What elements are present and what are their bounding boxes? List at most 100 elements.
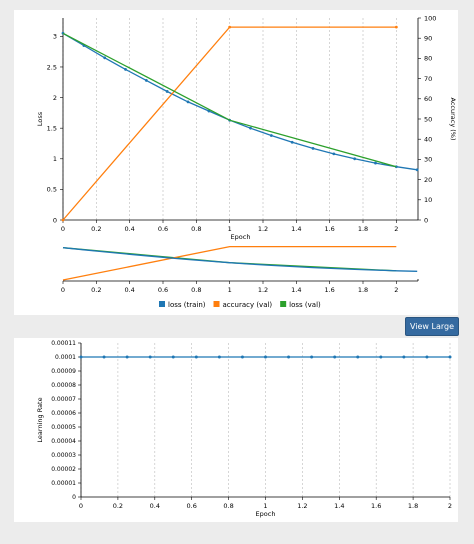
y-tick-label: 0.00009 <box>51 368 76 375</box>
data-point <box>415 168 419 172</box>
y2-tick-label: 70 <box>424 75 432 83</box>
data-point <box>249 126 252 130</box>
data-point <box>171 355 175 359</box>
data-point <box>374 161 377 165</box>
x-tick-label: 0 <box>79 502 83 510</box>
x-tick-label: 1 <box>228 225 232 233</box>
y2-tick-label: 80 <box>424 55 432 63</box>
data-point <box>332 152 336 156</box>
overview-tick-label: 0.4 <box>124 286 134 294</box>
x-tick-label: 1.6 <box>324 225 334 233</box>
x-tick-label: 1.6 <box>371 502 381 510</box>
data-point <box>425 355 429 359</box>
data-point <box>79 355 83 359</box>
y-tick-label: 2.5 <box>47 63 57 71</box>
y-axis-title: Loss <box>36 111 44 126</box>
overview-tick-label: 1 <box>228 286 232 294</box>
y-tick-label: 3 <box>53 33 57 41</box>
data-point <box>217 355 221 359</box>
y-tick-label: 0.00006 <box>51 410 76 417</box>
data-point <box>228 25 232 29</box>
y-tick-label: 0.0001 <box>55 354 76 361</box>
x-tick-label: 1 <box>263 502 267 510</box>
data-point <box>125 355 129 359</box>
view-large-button[interactable]: View Large <box>405 317 459 336</box>
x-tick-label: 1.4 <box>334 502 344 510</box>
data-point <box>124 68 127 71</box>
overview-series-line <box>62 245 397 281</box>
data-point <box>144 79 148 82</box>
x-tick-label: 2 <box>394 225 398 233</box>
overview-tick-label: 0.6 <box>158 286 168 294</box>
y-tick-label: 0 <box>72 494 76 501</box>
data-point <box>356 355 360 359</box>
data-point <box>269 134 273 137</box>
x-tick-label: 2 <box>448 502 452 510</box>
overview-tick-label: 0.8 <box>191 286 201 294</box>
y2-tick-label: 100 <box>424 14 436 22</box>
legend-swatch <box>159 301 165 307</box>
y-tick-label: 0 <box>53 216 57 224</box>
loss-accuracy-chart: 0 0.2 0.4 0.6 0.8 1 1.2 1.4 1.6 1.8 200.511.522.53… <box>36 14 457 309</box>
data-point <box>402 355 406 359</box>
y2-tick-label: 90 <box>424 35 432 43</box>
y-tick-label: 1 <box>53 155 57 163</box>
y2-tick-label: 20 <box>424 176 432 184</box>
overview-tick-label: 2 <box>394 286 398 294</box>
data-point <box>333 355 337 359</box>
y2-tick-label: 0 <box>424 216 428 224</box>
data-point <box>103 56 107 60</box>
x-tick-label: 1.8 <box>408 502 418 510</box>
data-point <box>240 355 244 359</box>
overview-tick-label: 0 <box>61 286 65 294</box>
overview-tick-label: 0.2 <box>91 286 101 294</box>
x-tick-label: 0.4 <box>150 502 160 510</box>
data-point <box>194 355 198 359</box>
data-point <box>290 140 294 144</box>
legend-label: loss (val) <box>289 301 321 309</box>
y-tick-label: 0.00002 <box>51 466 76 473</box>
learning-rate-chart: 0 0.2 0.4 0.6 0.8 1 1.2 1.4 1.6 1.8 2 0 0.00001 0.000… <box>36 340 452 518</box>
legend-swatch <box>213 301 220 307</box>
overview-tick-label: 1.4 <box>291 286 301 294</box>
x-tick-label: 0.6 <box>158 225 168 233</box>
series-line <box>62 32 418 171</box>
x-axis-title: Epoch <box>231 233 251 241</box>
x-axis-title: Epoch <box>256 510 276 518</box>
data-point <box>353 157 357 161</box>
data-point <box>165 90 169 93</box>
y-tick-label: 0.00004 <box>51 438 76 445</box>
y-tick-label: 0.00011 <box>51 340 76 347</box>
x-tick-label: 0.8 <box>223 502 233 510</box>
training-chart-panel: 0 0.2 0.4 0.6 0.8 1 1.2 1.4 1.6 1.8 2 0 0.5 1 1.5 2 2.5 3… <box>14 10 458 315</box>
data-point <box>311 146 315 150</box>
data-point <box>448 355 452 359</box>
data-point <box>186 100 190 104</box>
y2-tick-label: 10 <box>424 196 432 204</box>
y-tick-label: 0.00007 <box>51 396 76 403</box>
y-tick-label: 0.00001 <box>51 480 76 487</box>
data-point <box>287 355 291 359</box>
data-point <box>148 355 152 359</box>
x-tick-label: 1.2 <box>297 502 307 510</box>
y-tick-label: 1.5 <box>47 124 57 132</box>
y-tick-label: 2 <box>53 94 57 102</box>
data-point <box>61 218 65 222</box>
x-tick-label: 0.2 <box>113 502 123 510</box>
series-line <box>62 32 397 168</box>
y2-tick-label: 40 <box>424 136 432 144</box>
y-axis-title: Learning Rate <box>36 397 44 442</box>
x-tick-label: 0.4 <box>124 225 134 233</box>
data-point <box>264 355 267 359</box>
x-tick-label: 1.4 <box>291 225 301 233</box>
overview-tick-label: 1.8 <box>358 286 368 294</box>
legend-swatch <box>280 301 287 307</box>
x-tick-label: 0.2 <box>91 225 101 233</box>
y2-tick-label: 50 <box>424 115 432 123</box>
y-tick-label: 0.00008 <box>51 382 76 389</box>
overview-tick-label: 1.6 <box>324 286 334 294</box>
learning-rate-panel: 0 0.2 0.4 0.6 0.8 1 1.2 1.4 1.6 1.8 2 0 0.00001 0.000… <box>14 338 458 522</box>
x-tick-label: 0 <box>61 225 65 233</box>
legend-label: loss (train) <box>168 301 206 309</box>
y-tick-label: 0.5 <box>47 186 57 194</box>
